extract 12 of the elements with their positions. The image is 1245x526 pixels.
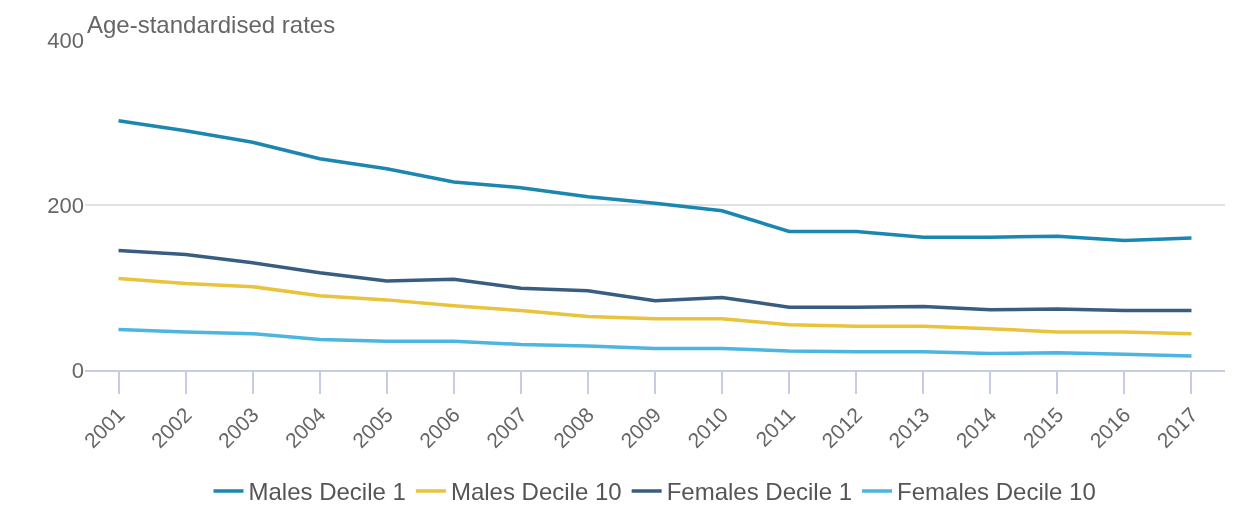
line-series [116,248,1194,313]
y-tick-label: 0 [71,357,84,383]
legend-label: Males Decile 10 [450,478,622,506]
legend-label: Females Decile 10 [897,478,1096,506]
y-axis-title: Age-standardised rates [87,11,336,38]
y-tick-label: 400 [47,27,84,53]
legend-label: Females Decile 1 [666,478,853,506]
line-series [116,276,1194,336]
line-series [116,119,1194,243]
line-series [116,327,1194,358]
legend-label: Males Decile 1 [248,478,406,506]
y-tick-label: 200 [47,192,84,218]
